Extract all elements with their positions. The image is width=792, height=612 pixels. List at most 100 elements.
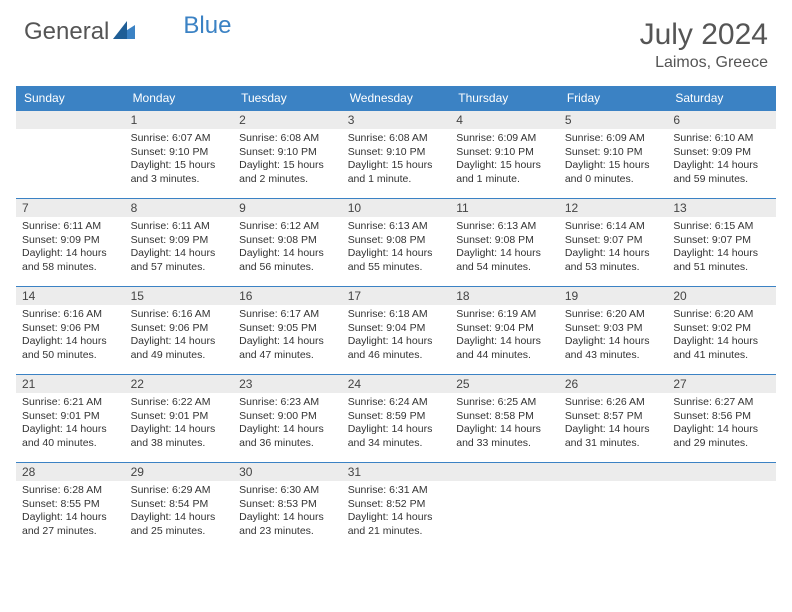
- daylight-text: Daylight: 14 hours and 34 minutes.: [348, 423, 445, 450]
- day-number: 6: [667, 110, 776, 129]
- day-number: 30: [233, 462, 342, 481]
- calendar-week-row: 14Sunrise: 6:16 AMSunset: 9:06 PMDayligh…: [16, 286, 776, 374]
- daylight-text: Daylight: 14 hours and 33 minutes.: [456, 423, 553, 450]
- logo: General Blue: [24, 18, 231, 46]
- weekday-header: Tuesday: [233, 86, 342, 110]
- sunrise-text: Sunrise: 6:29 AM: [131, 484, 228, 498]
- day-number: 26: [559, 374, 668, 393]
- daylight-text: Daylight: 14 hours and 51 minutes.: [673, 247, 770, 274]
- day-number: 4: [450, 110, 559, 129]
- day-number: 13: [667, 198, 776, 217]
- day-number: 21: [16, 374, 125, 393]
- daylight-text: Daylight: 15 hours and 3 minutes.: [131, 159, 228, 186]
- daylight-text: Daylight: 14 hours and 36 minutes.: [239, 423, 336, 450]
- calendar-cell: 20Sunrise: 6:20 AMSunset: 9:02 PMDayligh…: [667, 286, 776, 374]
- daylight-text: Daylight: 14 hours and 43 minutes.: [565, 335, 662, 362]
- day-number: 27: [667, 374, 776, 393]
- sunset-text: Sunset: 9:04 PM: [456, 322, 553, 336]
- daylight-text: Daylight: 14 hours and 55 minutes.: [348, 247, 445, 274]
- day-number: 3: [342, 110, 451, 129]
- day-number: 25: [450, 374, 559, 393]
- day-number: [559, 462, 668, 481]
- sunrise-text: Sunrise: 6:07 AM: [131, 132, 228, 146]
- daylight-text: Daylight: 14 hours and 54 minutes.: [456, 247, 553, 274]
- sunset-text: Sunset: 9:06 PM: [22, 322, 119, 336]
- day-details: Sunrise: 6:10 AMSunset: 9:09 PMDaylight:…: [667, 129, 776, 193]
- sunset-text: Sunset: 9:06 PM: [131, 322, 228, 336]
- sunset-text: Sunset: 8:54 PM: [131, 498, 228, 512]
- calendar-cell: 10Sunrise: 6:13 AMSunset: 9:08 PMDayligh…: [342, 198, 451, 286]
- sunrise-text: Sunrise: 6:16 AM: [22, 308, 119, 322]
- day-details: Sunrise: 6:11 AMSunset: 9:09 PMDaylight:…: [125, 217, 234, 281]
- daylight-text: Daylight: 14 hours and 40 minutes.: [22, 423, 119, 450]
- day-details: Sunrise: 6:28 AMSunset: 8:55 PMDaylight:…: [16, 481, 125, 545]
- daylight-text: Daylight: 14 hours and 58 minutes.: [22, 247, 119, 274]
- calendar-table: SundayMondayTuesdayWednesdayThursdayFrid…: [16, 86, 776, 550]
- daylight-text: Daylight: 14 hours and 31 minutes.: [565, 423, 662, 450]
- sunrise-text: Sunrise: 6:31 AM: [348, 484, 445, 498]
- sunrise-text: Sunrise: 6:09 AM: [565, 132, 662, 146]
- day-details: Sunrise: 6:20 AMSunset: 9:02 PMDaylight:…: [667, 305, 776, 369]
- day-number: 15: [125, 286, 234, 305]
- day-details: Sunrise: 6:17 AMSunset: 9:05 PMDaylight:…: [233, 305, 342, 369]
- sunrise-text: Sunrise: 6:20 AM: [673, 308, 770, 322]
- day-number: 11: [450, 198, 559, 217]
- calendar-cell: [450, 462, 559, 550]
- day-number: [16, 110, 125, 129]
- weekday-header-row: SundayMondayTuesdayWednesdayThursdayFrid…: [16, 86, 776, 110]
- sunrise-text: Sunrise: 6:20 AM: [565, 308, 662, 322]
- daylight-text: Daylight: 14 hours and 50 minutes.: [22, 335, 119, 362]
- day-number: 29: [125, 462, 234, 481]
- daylight-text: Daylight: 15 hours and 0 minutes.: [565, 159, 662, 186]
- day-details: Sunrise: 6:13 AMSunset: 9:08 PMDaylight:…: [450, 217, 559, 281]
- weekday-header: Thursday: [450, 86, 559, 110]
- sunrise-text: Sunrise: 6:24 AM: [348, 396, 445, 410]
- sunset-text: Sunset: 8:55 PM: [22, 498, 119, 512]
- day-details: Sunrise: 6:11 AMSunset: 9:09 PMDaylight:…: [16, 217, 125, 281]
- sunset-text: Sunset: 9:10 PM: [348, 146, 445, 160]
- calendar-cell: 2Sunrise: 6:08 AMSunset: 9:10 PMDaylight…: [233, 110, 342, 198]
- day-details: Sunrise: 6:08 AMSunset: 9:10 PMDaylight:…: [233, 129, 342, 193]
- sunset-text: Sunset: 9:10 PM: [456, 146, 553, 160]
- day-details: Sunrise: 6:20 AMSunset: 9:03 PMDaylight:…: [559, 305, 668, 369]
- calendar-cell: 24Sunrise: 6:24 AMSunset: 8:59 PMDayligh…: [342, 374, 451, 462]
- day-number: [667, 462, 776, 481]
- day-number: 2: [233, 110, 342, 129]
- day-details: Sunrise: 6:23 AMSunset: 9:00 PMDaylight:…: [233, 393, 342, 457]
- day-details: Sunrise: 6:15 AMSunset: 9:07 PMDaylight:…: [667, 217, 776, 281]
- calendar-cell: 15Sunrise: 6:16 AMSunset: 9:06 PMDayligh…: [125, 286, 234, 374]
- day-details: Sunrise: 6:26 AMSunset: 8:57 PMDaylight:…: [559, 393, 668, 457]
- logo-text-2: Blue: [183, 12, 231, 40]
- weekday-header: Wednesday: [342, 86, 451, 110]
- sunrise-text: Sunrise: 6:08 AM: [239, 132, 336, 146]
- sunrise-text: Sunrise: 6:11 AM: [22, 220, 119, 234]
- logo-triangle-icon: [113, 18, 135, 46]
- day-number: 14: [16, 286, 125, 305]
- sunset-text: Sunset: 9:07 PM: [565, 234, 662, 248]
- calendar-cell: 28Sunrise: 6:28 AMSunset: 8:55 PMDayligh…: [16, 462, 125, 550]
- weekday-header: Friday: [559, 86, 668, 110]
- sunrise-text: Sunrise: 6:28 AM: [22, 484, 119, 498]
- day-number: 24: [342, 374, 451, 393]
- calendar-cell: [559, 462, 668, 550]
- day-details: Sunrise: 6:19 AMSunset: 9:04 PMDaylight:…: [450, 305, 559, 369]
- weekday-header: Sunday: [16, 86, 125, 110]
- calendar-cell: 27Sunrise: 6:27 AMSunset: 8:56 PMDayligh…: [667, 374, 776, 462]
- day-details: Sunrise: 6:21 AMSunset: 9:01 PMDaylight:…: [16, 393, 125, 457]
- day-details: Sunrise: 6:07 AMSunset: 9:10 PMDaylight:…: [125, 129, 234, 193]
- daylight-text: Daylight: 14 hours and 29 minutes.: [673, 423, 770, 450]
- calendar-cell: 25Sunrise: 6:25 AMSunset: 8:58 PMDayligh…: [450, 374, 559, 462]
- sunrise-text: Sunrise: 6:13 AM: [456, 220, 553, 234]
- calendar-week-row: 21Sunrise: 6:21 AMSunset: 9:01 PMDayligh…: [16, 374, 776, 462]
- daylight-text: Daylight: 14 hours and 46 minutes.: [348, 335, 445, 362]
- calendar-cell: 8Sunrise: 6:11 AMSunset: 9:09 PMDaylight…: [125, 198, 234, 286]
- sunrise-text: Sunrise: 6:11 AM: [131, 220, 228, 234]
- day-details: Sunrise: 6:24 AMSunset: 8:59 PMDaylight:…: [342, 393, 451, 457]
- day-details: Sunrise: 6:13 AMSunset: 9:08 PMDaylight:…: [342, 217, 451, 281]
- calendar-cell: 9Sunrise: 6:12 AMSunset: 9:08 PMDaylight…: [233, 198, 342, 286]
- daylight-text: Daylight: 15 hours and 2 minutes.: [239, 159, 336, 186]
- day-number: 20: [667, 286, 776, 305]
- calendar-cell: 19Sunrise: 6:20 AMSunset: 9:03 PMDayligh…: [559, 286, 668, 374]
- day-details: Sunrise: 6:29 AMSunset: 8:54 PMDaylight:…: [125, 481, 234, 545]
- sunrise-text: Sunrise: 6:14 AM: [565, 220, 662, 234]
